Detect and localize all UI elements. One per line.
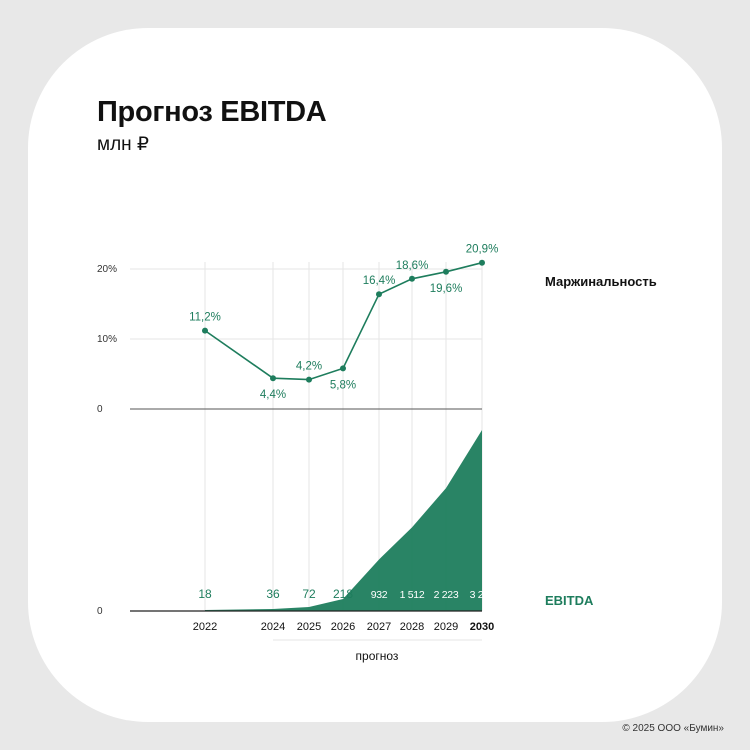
margin-value-label: 4,4% bbox=[260, 389, 286, 401]
margin-point bbox=[202, 327, 208, 334]
ebitda-area bbox=[205, 430, 482, 611]
ebitda-value-label: 218 bbox=[333, 587, 353, 601]
margin-point bbox=[306, 376, 312, 383]
ebitda-value-label: 36 bbox=[266, 587, 280, 601]
margin-value-label: 18,6% bbox=[396, 260, 429, 272]
margin-value-label: 11,2% bbox=[189, 312, 221, 324]
x-tick-label: 2024 bbox=[261, 621, 285, 633]
margin-point bbox=[340, 365, 346, 372]
copyright: © 2025 ООО «Бумин» bbox=[622, 723, 724, 734]
x-tick-label: 2028 bbox=[400, 621, 424, 633]
chart-subtitle: млн ₽ bbox=[97, 134, 150, 155]
x-tick-label: 2027 bbox=[367, 621, 391, 633]
chart-title: Прогноз EBITDA bbox=[97, 96, 327, 128]
x-tick-label: 2030 bbox=[470, 621, 494, 633]
margin-value-label: 19,6% bbox=[430, 283, 463, 295]
margin-y-tick-label: 20% bbox=[97, 264, 117, 275]
x-tick-label: 2022 bbox=[193, 621, 217, 633]
forecast-label: прогноз bbox=[356, 649, 399, 663]
x-tick-label: 2025 bbox=[297, 621, 321, 633]
legend-margin: Маржинальность bbox=[545, 274, 657, 289]
margin-point bbox=[443, 268, 449, 275]
ebitda-area-layer bbox=[204, 429, 483, 611]
margin-line-layer bbox=[202, 259, 485, 383]
x-tick-label: 2026 bbox=[331, 621, 355, 633]
axis-layer: 20% 10% 0 0 2022 2024 2025 2026 2027 2028 2029 2030… bbox=[97, 264, 494, 663]
margin-value-label: 4,2% bbox=[296, 361, 322, 373]
margin-value-label: 20,9% bbox=[466, 244, 499, 256]
ebitda-value-label: 3 273 bbox=[470, 589, 495, 601]
margin-y-tick-label: 10% bbox=[97, 334, 117, 345]
ebitda-value-label: 72 bbox=[302, 587, 316, 601]
label-layer: 18 36 72 218 932 1 512 2 223 3 273 11,2% 4,4% 4,2%… bbox=[189, 244, 657, 608]
ebitda-value-label: 932 bbox=[371, 589, 388, 601]
margin-value-label: 5,8% bbox=[330, 379, 356, 391]
margin-point bbox=[409, 275, 415, 282]
margin-point bbox=[479, 259, 485, 266]
margin-value-label: 16,4% bbox=[363, 275, 396, 287]
legend-ebitda: EBITDA bbox=[545, 593, 594, 608]
ebitda-value-label: 1 512 bbox=[400, 589, 425, 601]
margin-y-tick-label: 0 bbox=[97, 404, 103, 415]
x-tick-label: 2029 bbox=[434, 621, 458, 633]
margin-point bbox=[270, 375, 276, 382]
margin-point bbox=[376, 291, 382, 298]
ebitda-value-label: 2 223 bbox=[434, 589, 459, 601]
ebitda-value-label: 18 bbox=[198, 587, 212, 601]
ebitda-y-tick-label: 0 bbox=[97, 606, 103, 617]
margin-line bbox=[204, 261, 483, 381]
